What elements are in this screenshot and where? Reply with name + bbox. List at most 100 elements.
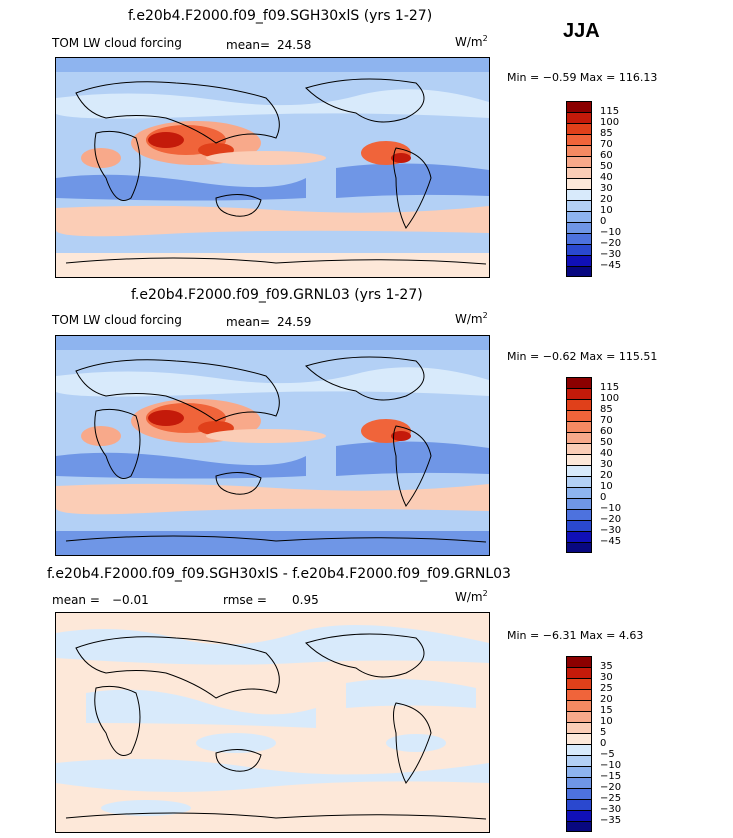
panel2-tick-label: 40 bbox=[600, 448, 613, 459]
panel1-subtitle: TOM LW cloud forcing bbox=[52, 36, 182, 50]
panel1-tick-label: −45 bbox=[600, 260, 622, 271]
panel2-tick-label: 50 bbox=[600, 437, 613, 448]
panel3-tick-label: −25 bbox=[600, 793, 622, 804]
panel2-min-max: Min = −0.62 Max = 115.51 bbox=[507, 350, 658, 363]
panel1-tick-label: 0 bbox=[600, 216, 607, 227]
panel3-tick-label: −15 bbox=[600, 771, 622, 782]
panel3-colorbar-swatch bbox=[566, 678, 592, 689]
panel3-colorbar-swatch bbox=[566, 711, 592, 722]
panel3-colorbar-swatch bbox=[566, 821, 592, 832]
panel3-tick-label: 10 bbox=[600, 716, 613, 727]
panel3-colorbar-swatch bbox=[566, 667, 592, 678]
panel1-tick-label: 60 bbox=[600, 150, 613, 161]
panel3-rmse-value: 0.95 bbox=[292, 593, 319, 607]
panel2-mean-value: 24.59 bbox=[277, 315, 312, 329]
panel3-mean-label: mean = bbox=[52, 593, 100, 607]
panel1-tick-label: 85 bbox=[600, 128, 613, 139]
panel1-tick-label: 30 bbox=[600, 183, 613, 194]
panel1-colorbar-swatch bbox=[566, 255, 592, 266]
panel2-tick-label: −20 bbox=[600, 514, 622, 525]
panel2-map bbox=[55, 335, 490, 556]
season-label: JJA bbox=[563, 20, 600, 42]
panel1-colorbar-swatch bbox=[566, 167, 592, 178]
panel2-colorbar-swatch bbox=[566, 487, 592, 498]
panel2-colorbar-swatch bbox=[566, 421, 592, 432]
panel2-subtitle: TOM LW cloud forcing bbox=[52, 313, 182, 327]
panel3-tick-label: −35 bbox=[600, 815, 622, 826]
panel3-colorbar-swatch bbox=[566, 722, 592, 733]
panel3-colorbar-swatch bbox=[566, 689, 592, 700]
panel2-colorbar-swatch bbox=[566, 454, 592, 465]
panel2-tick-label: 0 bbox=[600, 492, 607, 503]
panel1-colorbar-swatch bbox=[566, 189, 592, 200]
panel1-mean-value: 24.58 bbox=[277, 38, 312, 52]
panel1-colorbar-swatch bbox=[566, 178, 592, 189]
panel1-tick-label: −20 bbox=[600, 238, 622, 249]
panel2-tick-label: −45 bbox=[600, 536, 622, 547]
panel2-colorbar-swatch bbox=[566, 432, 592, 443]
panel3-tick-label: −5 bbox=[600, 749, 615, 760]
panel1-min-max: Min = −0.59 Max = 116.13 bbox=[507, 71, 658, 84]
panel2-tick-label: 30 bbox=[600, 459, 613, 470]
panel3-mean-value: −0.01 bbox=[112, 593, 149, 607]
panel3-colorbar-swatch bbox=[566, 799, 592, 810]
panel2-tick-label: 100 bbox=[600, 393, 620, 404]
panel1-map-svg bbox=[56, 58, 489, 277]
panel1-colorbar-swatch bbox=[566, 145, 592, 156]
panel3-map bbox=[55, 612, 490, 833]
panel3-tick-label: −10 bbox=[600, 760, 622, 771]
panel2-tick-label: −30 bbox=[600, 525, 622, 536]
panel1-colorbar-swatch bbox=[566, 211, 592, 222]
panel2-tick-label: 10 bbox=[600, 481, 613, 492]
panel1-colorbar bbox=[566, 101, 592, 277]
panel1-colorbar-swatch bbox=[566, 134, 592, 145]
panel2-colorbar-labels: 115 100 85 70 60 50 40 30 20 10 0 −10 −2… bbox=[600, 382, 621, 547]
panel3-colorbar-labels: 35 30 25 20 15 10 5 0 −5 −10 −15 −20 −25… bbox=[600, 661, 621, 826]
panel3-tick-label: 35 bbox=[600, 661, 613, 672]
panel2-colorbar-swatch bbox=[566, 476, 592, 487]
panel1-colorbar-swatch bbox=[566, 244, 592, 255]
panel2-colorbar-swatch bbox=[566, 465, 592, 476]
panel2-tick-label: 60 bbox=[600, 426, 613, 437]
panel1-colorbar-swatch bbox=[566, 233, 592, 244]
panel2-tick-label: −10 bbox=[600, 503, 622, 514]
panel3-map-svg bbox=[56, 613, 489, 832]
panel1-tick-label: 115 bbox=[600, 106, 620, 117]
panel3-colorbar-swatch bbox=[566, 755, 592, 766]
panel1-colorbar-swatch bbox=[566, 112, 592, 123]
panel2-colorbar bbox=[566, 377, 592, 553]
panel1-tick-label: −30 bbox=[600, 249, 622, 260]
panel2-colorbar-swatch bbox=[566, 443, 592, 454]
panel2-colorbar-swatch bbox=[566, 542, 592, 553]
panel1-tick-label: 100 bbox=[600, 117, 620, 128]
panel3-tick-label: 15 bbox=[600, 705, 613, 716]
panel2-colorbar-swatch bbox=[566, 520, 592, 531]
panel1-tick-label: −10 bbox=[600, 227, 622, 238]
panel1-tick-label: 40 bbox=[600, 172, 613, 183]
panel2-colorbar-swatch bbox=[566, 377, 592, 388]
panel3-colorbar-swatch bbox=[566, 700, 592, 711]
panel1-colorbar-swatch bbox=[566, 123, 592, 134]
panel1-tick-label: 50 bbox=[600, 161, 613, 172]
panel3-colorbar-swatch bbox=[566, 788, 592, 799]
panel3-min-max: Min = −6.31 Max = 4.63 bbox=[507, 629, 644, 642]
panel1-tick-label: 10 bbox=[600, 205, 613, 216]
panel2-colorbar-swatch bbox=[566, 498, 592, 509]
panel2-colorbar-swatch bbox=[566, 410, 592, 421]
panel2-mean-label: mean= bbox=[226, 315, 271, 329]
panel3-rmse-label: rmse = bbox=[223, 593, 267, 607]
panel1-map bbox=[55, 57, 490, 278]
panel2-tick-label: 85 bbox=[600, 404, 613, 415]
panel1-tick-label: 20 bbox=[600, 194, 613, 205]
panel3-tick-label: −20 bbox=[600, 782, 622, 793]
panel3-colorbar-swatch bbox=[566, 744, 592, 755]
panel1-units: W/m2 bbox=[455, 34, 488, 49]
panel2-units: W/m2 bbox=[455, 311, 488, 326]
panel3-colorbar-swatch bbox=[566, 777, 592, 788]
panel3-colorbar-swatch bbox=[566, 656, 592, 667]
panel2-colorbar-swatch bbox=[566, 399, 592, 410]
panel1-colorbar-swatch bbox=[566, 200, 592, 211]
panel3-colorbar-swatch bbox=[566, 810, 592, 821]
panel1-colorbar-swatch bbox=[566, 101, 592, 112]
panel1-colorbar-swatch bbox=[566, 266, 592, 277]
